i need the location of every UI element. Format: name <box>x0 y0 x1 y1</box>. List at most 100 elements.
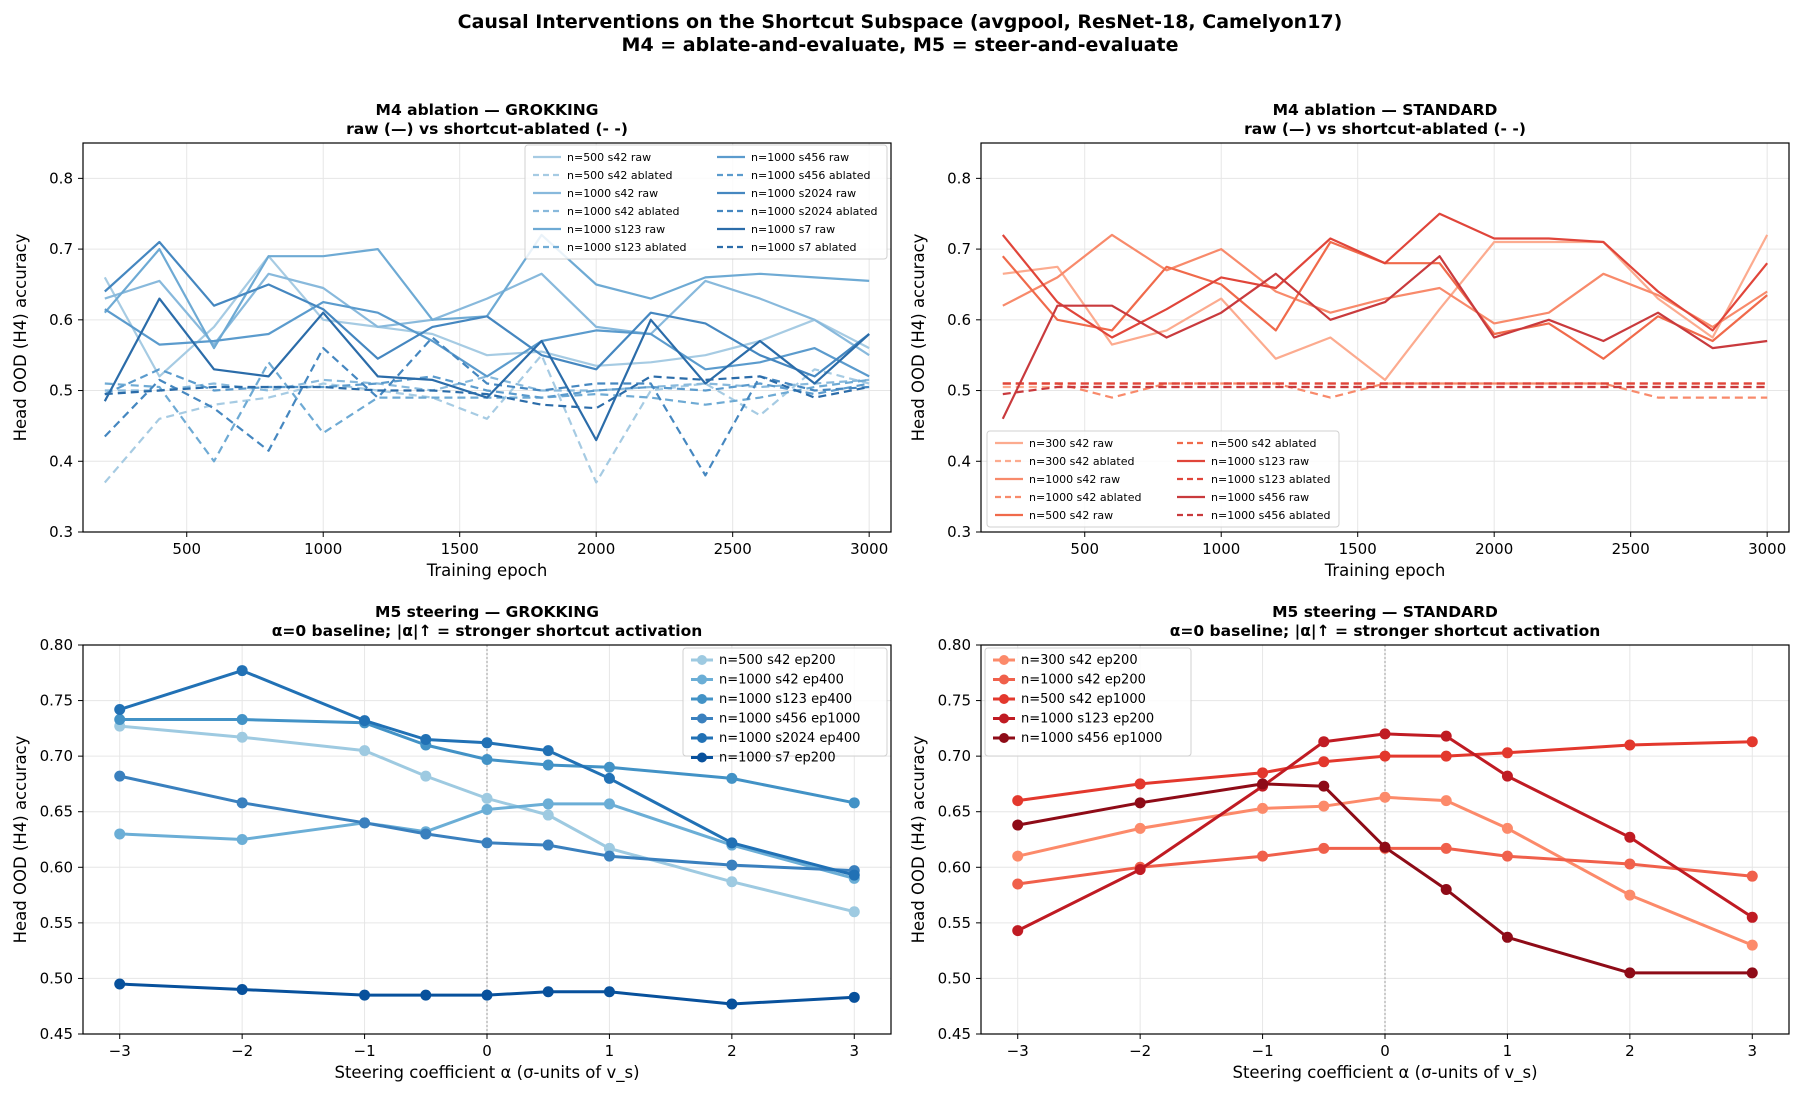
y-tick-label: 0.50 <box>938 969 971 987</box>
data-point <box>1440 795 1452 807</box>
y-tick-label: 0.5 <box>947 382 971 400</box>
x-tick-label: 500 <box>172 540 201 558</box>
data-point <box>542 759 554 771</box>
x-tick-label: −1 <box>354 1042 376 1060</box>
data-point <box>848 906 860 918</box>
data-point <box>603 772 615 784</box>
data-point <box>114 713 126 725</box>
y-tick-label: 0.70 <box>40 747 73 765</box>
legend-label: n=500 s42 ablated <box>1211 437 1317 450</box>
x-tick-label: −3 <box>1007 1042 1029 1060</box>
legend: n=500 s42 raw n=500 s42 ablated n=1000 s42… <box>524 144 888 260</box>
legend-label: n=1000 s42 ablated <box>1029 491 1142 504</box>
x-axis-label: Steering coefficient α (σ-units of v_s) <box>1232 1063 1537 1083</box>
legend-label: n=500 s42 ep200 <box>719 653 836 668</box>
x-tick-label: 2500 <box>1612 540 1650 558</box>
legend-label: n=300 s42 raw <box>1029 437 1113 450</box>
data-point <box>1624 889 1636 901</box>
data-point <box>236 834 248 845</box>
series-line <box>1002 385 1768 396</box>
panel-subtitle: raw (—) vs shortcut-ablated (- -) <box>1244 120 1526 138</box>
data-point <box>542 839 554 851</box>
data-point <box>1746 736 1758 748</box>
x-tick-label: 3000 <box>1748 540 1786 558</box>
x-tick-label: 0 <box>482 1042 492 1060</box>
legend-label: n=1000 s123 ep200 <box>1021 712 1154 727</box>
data-point <box>1440 884 1452 896</box>
legend-marker <box>697 674 707 685</box>
data-point <box>603 986 615 998</box>
data-point <box>1746 967 1758 979</box>
legend-marker <box>697 752 707 763</box>
series-line <box>1002 234 1769 381</box>
x-tick-label: 0 <box>1380 1042 1390 1060</box>
series-line <box>103 354 870 484</box>
data-point <box>359 715 371 727</box>
series-line <box>104 368 870 399</box>
y-tick-label: 0.60 <box>40 858 73 876</box>
data-point <box>1440 730 1452 742</box>
data-point <box>1379 841 1391 853</box>
data-point <box>481 753 493 765</box>
data-point <box>603 850 615 862</box>
data-point <box>359 745 371 757</box>
data-point <box>114 703 126 715</box>
legend-label: n=1000 s7 raw <box>751 223 835 236</box>
x-tick-label: 3 <box>1747 1042 1757 1060</box>
x-tick-label: 500 <box>1070 540 1099 558</box>
legend-label: n=300 s42 ablated <box>1029 455 1135 468</box>
legend-label: n=1000 s42 ep200 <box>1021 673 1146 688</box>
data-point <box>726 772 738 784</box>
data-point <box>1440 842 1452 854</box>
x-tick-label: 1500 <box>441 540 479 558</box>
panel-subtitle: α=0 baseline; |α|↑ = stronger shortcut a… <box>272 622 703 641</box>
data-point <box>420 828 432 840</box>
panel-title: M4 ablation — STANDARD <box>1273 101 1498 119</box>
x-tick-label: −3 <box>109 1042 131 1060</box>
data-point <box>359 817 371 829</box>
legend-label: n=1000 s456 ablated <box>751 169 871 182</box>
data-point <box>726 837 738 849</box>
y-tick-label: 0.70 <box>938 747 971 765</box>
data-point <box>1501 931 1513 943</box>
data-point <box>481 989 493 1001</box>
data-point <box>1501 747 1513 759</box>
x-tick-label: 1 <box>605 1042 615 1060</box>
y-tick-label: 0.50 <box>40 969 73 987</box>
legend-label: n=500 s42 raw <box>567 151 651 164</box>
data-point <box>1134 822 1146 834</box>
legend-label: n=1000 s456 ablated <box>1211 509 1331 522</box>
data-point <box>1624 858 1636 870</box>
data-point <box>420 989 432 1001</box>
data-point <box>1624 739 1636 751</box>
y-tick-label: 0.75 <box>40 692 73 710</box>
y-axis-label: Head OOD (H4) accuracy <box>909 233 928 441</box>
y-tick-label: 0.4 <box>947 452 971 470</box>
legend-label: n=500 s42 ablated <box>567 169 673 182</box>
x-tick-label: 1500 <box>1339 540 1377 558</box>
y-axis-label: Head OOD (H4) accuracy <box>909 735 928 943</box>
x-tick-label: 2500 <box>714 540 752 558</box>
y-tick-label: 0.45 <box>938 1025 971 1043</box>
legend-box <box>524 144 888 260</box>
legend-label: n=1000 s123 raw <box>567 223 665 236</box>
series-line <box>1001 212 1769 339</box>
legend-marker <box>999 694 1009 704</box>
data-point <box>1318 780 1330 792</box>
legend-box <box>682 647 888 757</box>
legend-label: n=1000 s456 raw <box>1211 491 1309 504</box>
legend-label: n=1000 s42 raw <box>1029 473 1120 486</box>
legend-marker <box>697 694 707 704</box>
data-point <box>848 991 860 1003</box>
x-tick-label: 1000 <box>304 540 342 558</box>
legend-marker <box>999 655 1009 665</box>
panel-title: M5 steering — GROKKING <box>375 603 599 621</box>
data-point <box>1318 842 1330 854</box>
x-axis-label: Training epoch <box>1324 561 1446 580</box>
figure-title-line2: M4 = ablate-and-evaluate, M5 = steer-and… <box>622 34 1179 56</box>
legend-box <box>984 647 1192 757</box>
panel-subtitle: raw (—) vs shortcut-ablated (- -) <box>346 120 628 138</box>
data-point <box>236 984 248 996</box>
